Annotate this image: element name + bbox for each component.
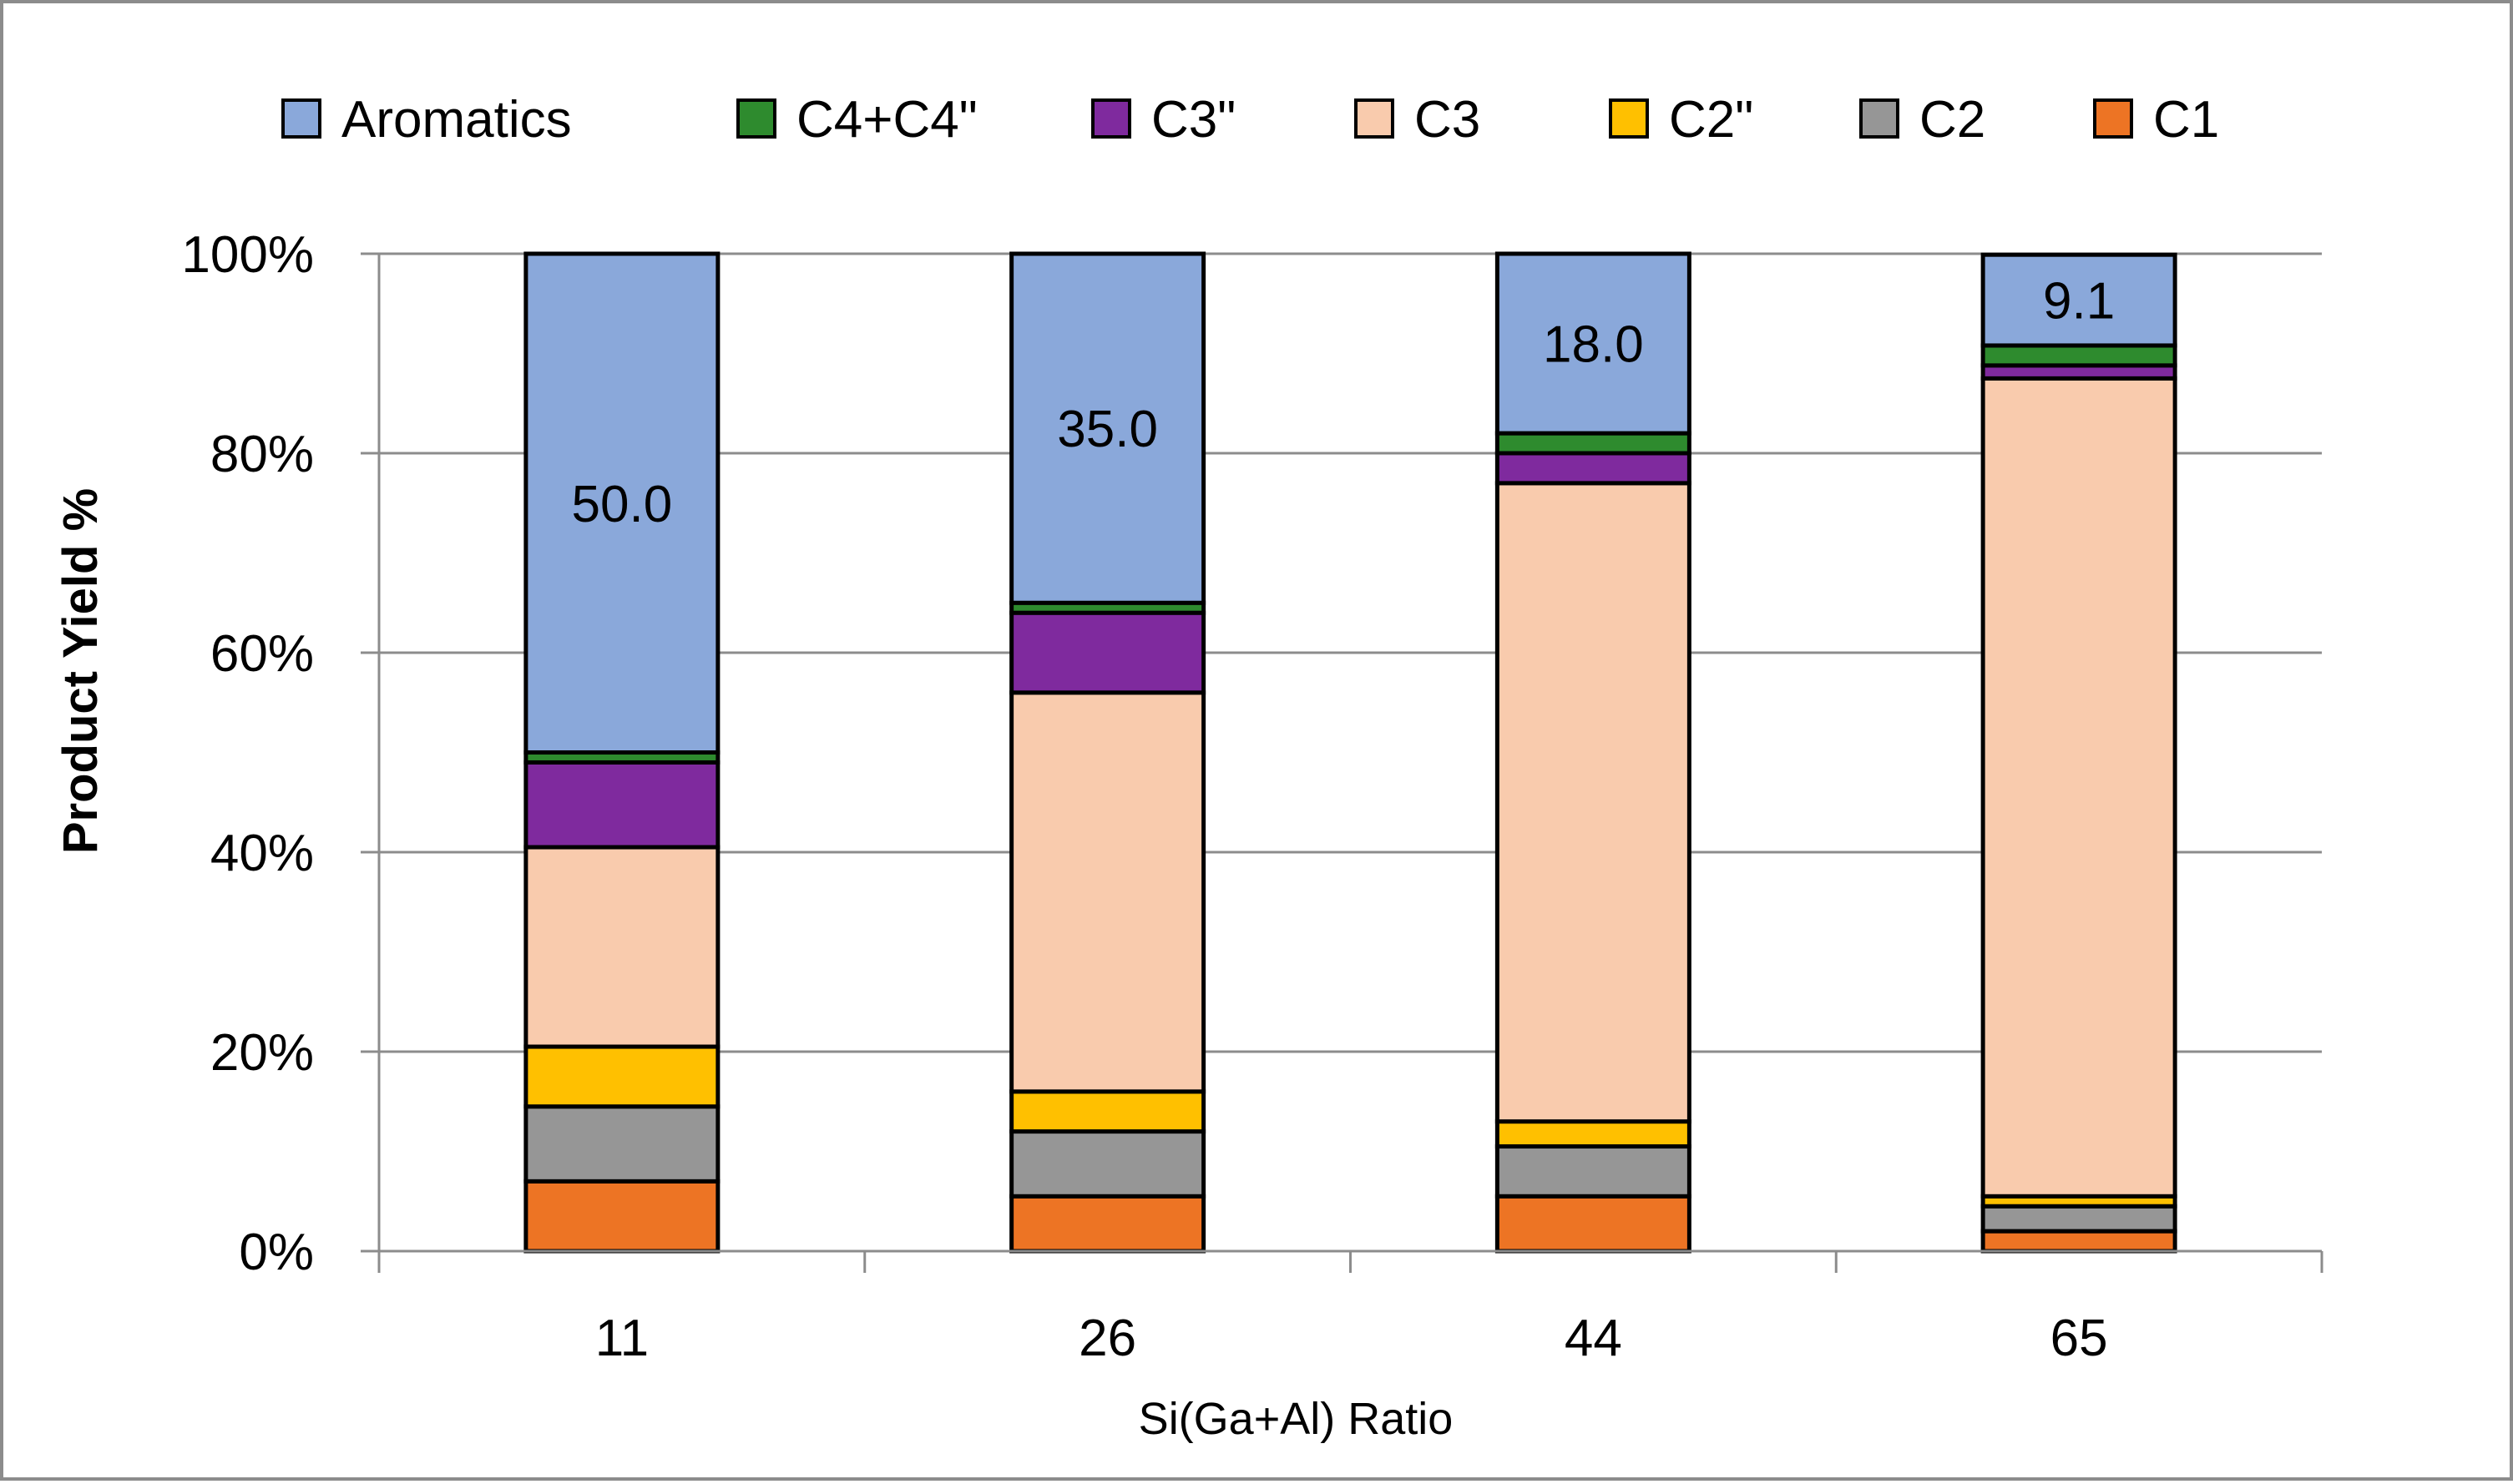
- legend-item-c4-c4: C4+C4": [736, 91, 978, 149]
- legend-swatch: [736, 98, 776, 139]
- bar-segment-c3-65: [1980, 376, 2177, 1199]
- bar-segment-c1-65: [1980, 1229, 2177, 1254]
- bar-segment-c2-11: [523, 1104, 721, 1184]
- bar-segment-c2-26: [1009, 1129, 1206, 1199]
- legend-label: C3: [1414, 91, 1480, 149]
- legend-label: C2": [1669, 91, 1753, 149]
- axes: 0% 20% 40% 60% 80% 100% 11 26 44 65: [181, 226, 2323, 1367]
- legend-swatch: [1609, 98, 1649, 139]
- bar-segment-aromatics-11: [523, 251, 721, 755]
- y-tick-label: 80%: [210, 426, 314, 483]
- stacked-bar-chart: 0% 20% 40% 60% 80% 100% 11 26 44 65 50.0 35.0 18.0 9…: [53, 91, 2323, 1444]
- x-tick-label: 44: [1565, 1310, 1622, 1367]
- y-axis-title: Product Yield %: [53, 488, 108, 854]
- legend: Aromatics C4+C4" C3" C3 C2" C2 C1: [281, 91, 2219, 149]
- legend-item-aromatics: Aromatics: [281, 91, 572, 149]
- bar-segment-c3-44: [1494, 481, 1691, 1124]
- x-axis-title: Si(Ga+Al) Ratio: [1139, 1394, 1454, 1444]
- data-label: 50.0: [572, 476, 673, 533]
- bar-segment-c2-44: [1494, 1119, 1691, 1149]
- legend-swatch: [281, 98, 321, 139]
- bar-segment-aromatics-65: [1980, 252, 2177, 348]
- bar-segment-aromatics-26: [1009, 251, 1206, 605]
- legend-label: C2: [1919, 91, 1985, 149]
- bar-segment-c1-11: [523, 1179, 721, 1254]
- bar-segment-c4-c4-65: [1980, 343, 2177, 368]
- bar-segment-aromatics-44: [1494, 251, 1691, 436]
- y-tick-label: 0%: [239, 1224, 314, 1281]
- legend-item-c2: C2": [1609, 91, 1753, 149]
- legend-swatch: [2093, 98, 2133, 139]
- data-label: 9.1: [2043, 273, 2115, 331]
- y-tick-label: 40%: [210, 825, 314, 882]
- y-tick-label: 60%: [210, 625, 314, 683]
- legend-item-c2: C2: [1859, 91, 1985, 149]
- legend-swatch: [1091, 98, 1131, 139]
- x-tick-label: 11: [595, 1310, 649, 1367]
- bar-segment-c2-11: [523, 1044, 721, 1109]
- bar-segment-c1-26: [1009, 1194, 1206, 1254]
- data-label: 18.0: [1543, 316, 1644, 374]
- legend-label: C1: [2153, 91, 2219, 149]
- bar-segment-c3-26: [1009, 610, 1206, 695]
- bar-segment-c3-44: [1494, 451, 1691, 486]
- bar-segment-c3-11: [523, 845, 721, 1049]
- bar-segment-c2-26: [1009, 1089, 1206, 1134]
- bars: [523, 251, 2177, 1254]
- legend-item-c1: C1: [2093, 91, 2219, 149]
- y-tick-label: 20%: [210, 1024, 314, 1082]
- x-tick-label: 65: [2050, 1310, 2108, 1367]
- legend-label: C3": [1151, 91, 1236, 149]
- bar-segment-c2-65: [1980, 1204, 2177, 1234]
- bar-segment-c4-c4-44: [1494, 431, 1691, 456]
- bar-segment-c1-44: [1494, 1194, 1691, 1254]
- legend-item-c3: C3: [1354, 91, 1480, 149]
- bar-segment-c3-11: [523, 760, 721, 850]
- legend-swatch: [1354, 98, 1394, 139]
- x-tick-label: 26: [1079, 1310, 1136, 1367]
- legend-label: Aromatics: [341, 91, 572, 149]
- legend-swatch: [1859, 98, 1899, 139]
- legend-label: C4+C4": [796, 91, 978, 149]
- bar-segment-c2-44: [1494, 1144, 1691, 1199]
- bar-segment-c3-26: [1009, 690, 1206, 1094]
- legend-item-c3: C3": [1091, 91, 1236, 149]
- data-labels: 50.0 35.0 18.0 9.1: [572, 273, 2116, 533]
- y-tick-label: 100%: [181, 226, 314, 284]
- data-label: 35.0: [1057, 401, 1158, 458]
